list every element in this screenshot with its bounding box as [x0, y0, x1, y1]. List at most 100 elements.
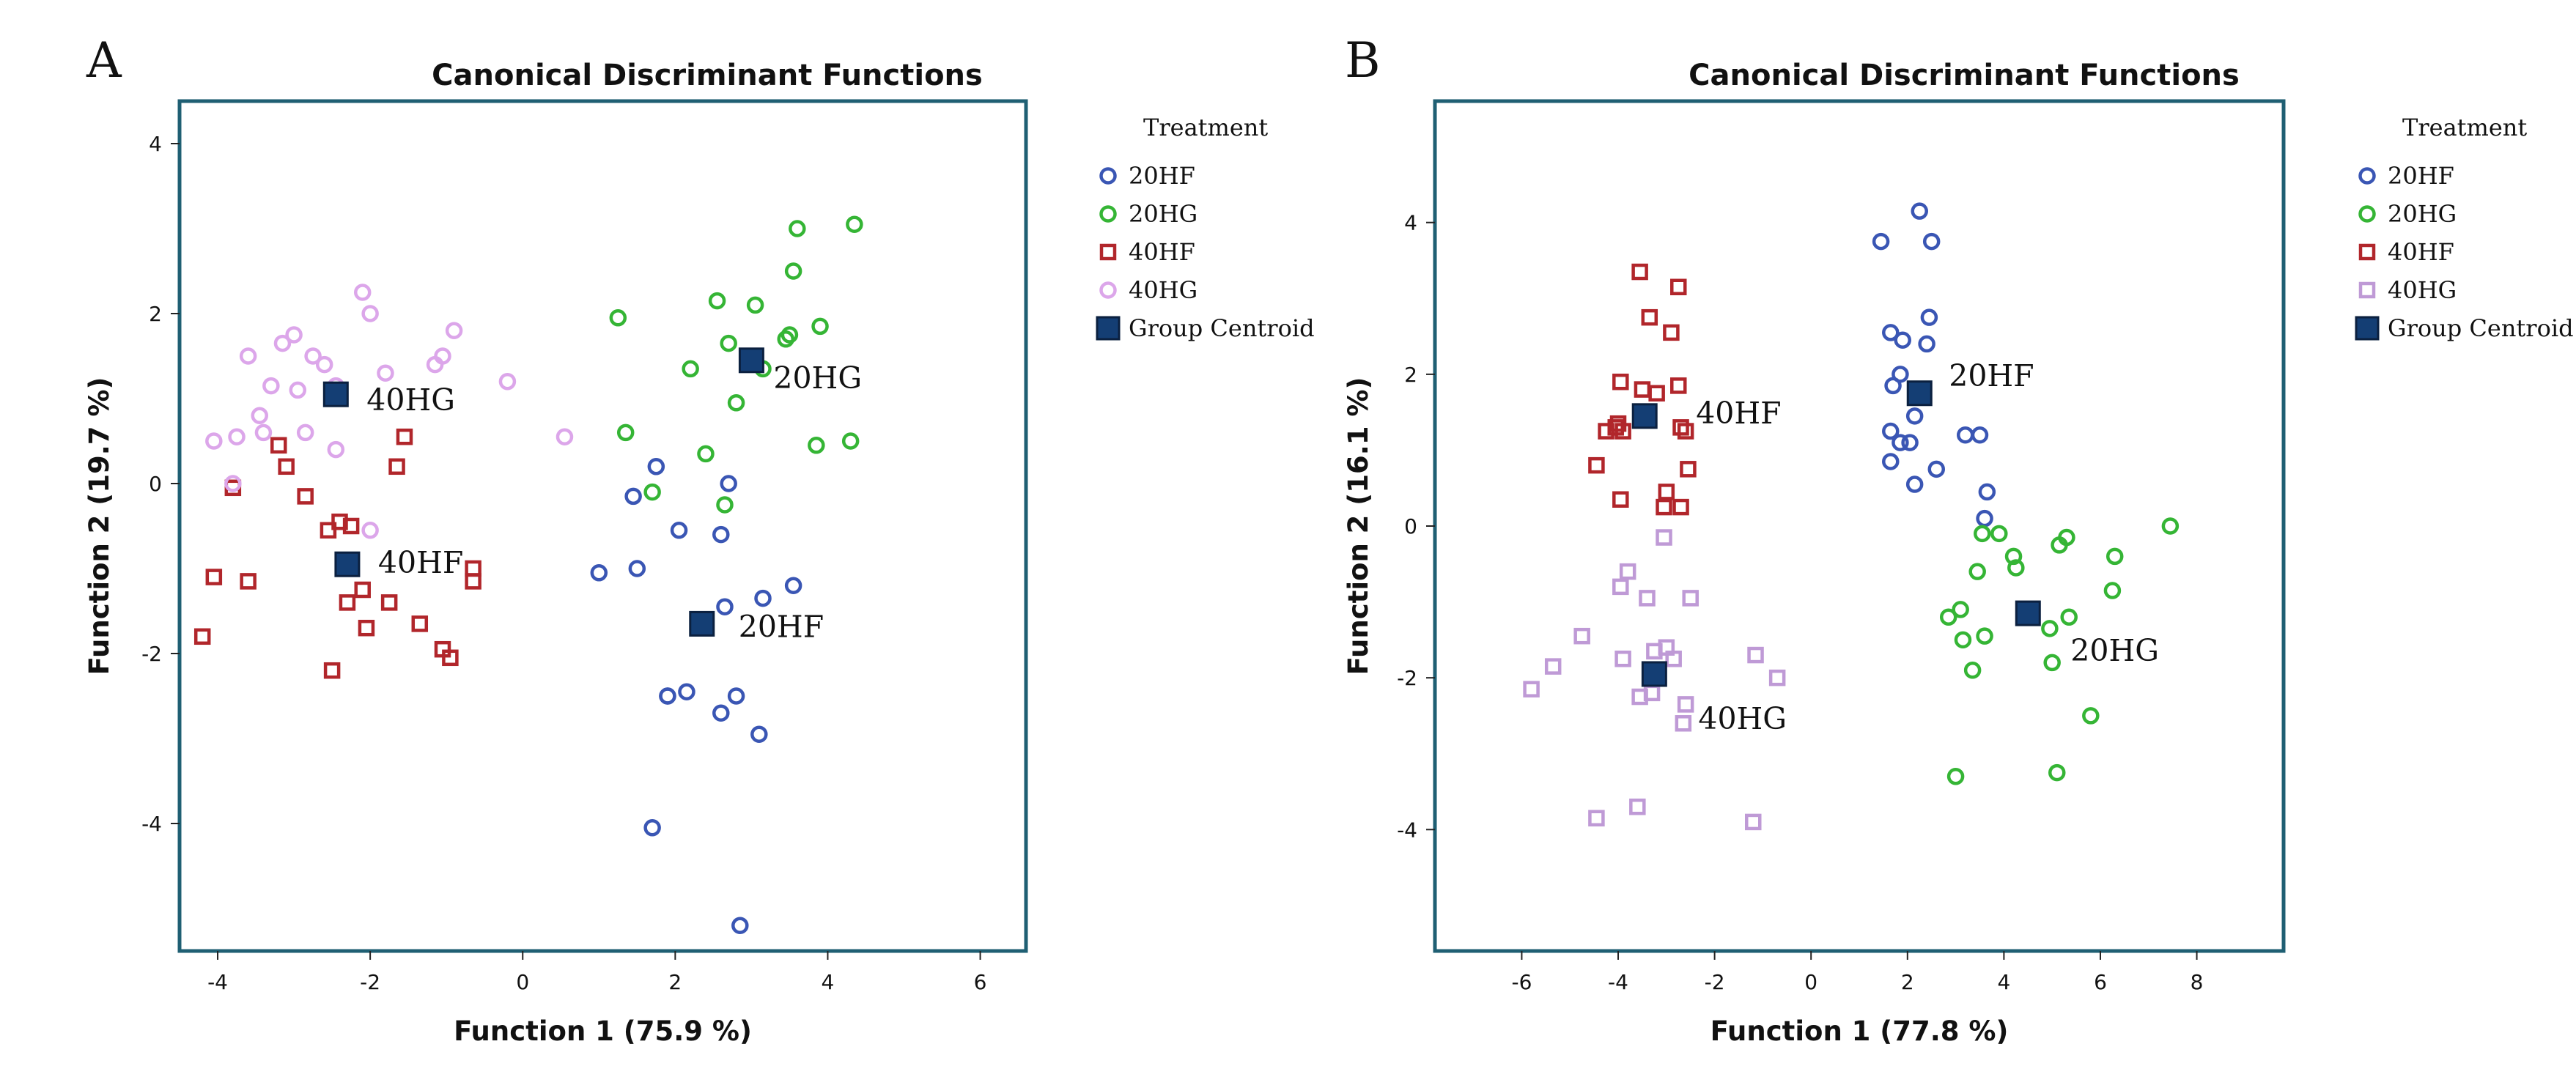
panel-b-centroid-label-20hg: 20HG	[2070, 633, 2159, 668]
panel-b-y-tick-label: -4	[1397, 818, 1417, 842]
panel-a-point-40hg	[304, 347, 322, 365]
panel-b-point-40hf	[1670, 377, 1687, 394]
panel-b-point-20hg	[1990, 525, 2008, 543]
panel-a-series-40hg	[205, 284, 574, 539]
panel-a-point-20hf	[720, 475, 737, 492]
panel-b-x-tick-label: -2	[1705, 970, 1725, 994]
panel-b-legend-title: Treatment	[2402, 114, 2527, 141]
panel-b-point-40hf	[1672, 498, 1689, 516]
panel-b-point-40hf	[1680, 461, 1697, 478]
panel-a-point-40hg	[273, 334, 292, 352]
panel-a-point-40hg	[205, 432, 223, 450]
panel-b-y-tick-label: 2	[1404, 363, 1417, 387]
panel-a-legend-marker-40hg	[1099, 281, 1117, 299]
panel-a-legend-label-40hg: 40HG	[1129, 276, 1197, 304]
panel-b-point-20hg	[1974, 525, 1991, 543]
panel-a-point-20hf	[678, 683, 695, 700]
panel-a-series-20hf	[590, 458, 802, 934]
panel-b-y-tick-label: 0	[1404, 514, 1417, 538]
panel-b-legend-marker-40hg	[2358, 281, 2376, 299]
panel-b-point-20hf	[1892, 434, 1909, 451]
panel-a-point-20hg	[697, 445, 715, 463]
panel-a-point-40hf	[442, 649, 459, 667]
panel-a-y-tick-label: 0	[149, 472, 162, 496]
panel-b-point-20hf	[1920, 308, 1938, 326]
panel-a-point-40hf	[358, 619, 375, 637]
panel-a-x-axis-label: Function 1 (75.9 %)	[454, 1015, 752, 1047]
panel-b-x-tick-label: 4	[1997, 970, 2010, 994]
panel-a-plot-frame	[177, 99, 1028, 953]
panel-b-plot-frame	[1433, 99, 2286, 953]
panel-a-point-40hf	[331, 513, 348, 530]
panel-a-letter: A	[86, 32, 122, 89]
panel-a-centroid-label-20hf: 20HF	[739, 609, 824, 644]
panel-b-point-40hf	[1656, 498, 1672, 516]
panel-a-point-20hg	[841, 432, 860, 450]
panel-a-point-20hf	[643, 819, 661, 837]
panel-a: A Canonical Discriminant Functions -4 -2 0 2 4…	[84, 32, 1315, 1047]
panel-b-x-tick-label: 0	[1804, 970, 1817, 994]
panel-b-point-40hg	[1745, 813, 1762, 831]
panel-b-point-20hf	[1882, 324, 1900, 341]
panel-b-point-40hg	[1629, 798, 1646, 815]
panel-a-point-40hg	[353, 284, 372, 301]
panel-b-point-40hg	[1675, 715, 1692, 732]
panel-a-point-20hf	[624, 487, 642, 506]
panel-a-point-40hg	[434, 347, 451, 365]
panel-b-point-20hg	[1952, 601, 1969, 618]
panel-a-centroid-40hf	[334, 551, 361, 577]
panel-b-legend-marker-40hf	[2358, 243, 2376, 261]
panel-a-point-20hf	[712, 525, 730, 544]
panel-b-point-20hf	[1882, 453, 1900, 470]
panel-a-point-40hg	[289, 381, 307, 399]
panel-a-legend-title: Treatment	[1143, 114, 1268, 141]
panel-b-point-40hf	[1634, 381, 1651, 398]
panel-b-point-40hg	[1544, 658, 1562, 675]
panel-b-point-20hg	[1968, 563, 1986, 580]
panel-b-point-40hg	[1614, 651, 1631, 667]
panel-b-title: Canonical Discriminant Functions	[1689, 59, 2240, 92]
panel-b-point-20hf	[1922, 232, 1941, 251]
panel-a-point-40hg	[285, 326, 303, 344]
panel-b-point-20hg	[1946, 768, 1965, 785]
panel-b-legend-label-40hf: 40HF	[2388, 238, 2454, 266]
panel-a-title: Canonical Discriminant Functions	[432, 59, 983, 92]
panel-b-legend-label-group-centroid: Group Centroid	[2388, 314, 2574, 342]
panel-a-point-20hg	[727, 394, 745, 412]
panel-a-point-20hg	[716, 496, 734, 514]
panel-a-point-40hg	[377, 364, 394, 382]
panel-a-point-20hf	[716, 598, 734, 615]
panel-b-point-40hf	[1588, 456, 1605, 474]
panel-b-point-40hg	[1639, 590, 1656, 607]
panel-b-series-40hg	[1523, 529, 1786, 831]
panel-a-y-tick-label: 4	[149, 132, 162, 156]
panel-b-point-20hf	[1918, 335, 1935, 353]
panel-a-point-20hg	[784, 262, 802, 280]
panel-b-x-tick-label: 6	[2094, 970, 2107, 994]
panel-a-x-tick-label: -2	[360, 970, 380, 994]
panel-b-centroid-20hf	[1906, 380, 1933, 407]
panel-a-y-axis-label: Function 2 (19.7 %)	[84, 377, 115, 676]
panel-a-legend: Treatment 20HF 20HG 40HF 40HG Group Centroid	[1096, 114, 1315, 342]
panel-b-x-tick-label: -6	[1511, 970, 1532, 994]
panel-a-point-40hg	[315, 355, 333, 374]
panel-b-legend: Treatment 20HF 20HG 40HF 40HG Group Centroid	[2355, 114, 2574, 342]
panel-b-y-axis-label: Function 2 (16.1 %)	[1343, 377, 1374, 676]
panel-b-point-20hf	[1894, 331, 1911, 349]
panel-a-point-20hf	[750, 725, 768, 743]
panel-a-point-20hf	[727, 687, 745, 705]
panel-b-point-40hf	[1612, 373, 1629, 391]
panel-a-legend-label-group-centroid: Group Centroid	[1129, 314, 1315, 342]
panel-b-legend-marker-20hf	[2358, 167, 2376, 185]
panel-a-point-40hg	[445, 322, 463, 339]
panel-b-y-tick-label: 4	[1404, 211, 1417, 235]
panel-b-point-20hg	[2041, 620, 2059, 637]
panel-a-point-20hg	[780, 326, 799, 344]
panel-a-point-20hg	[643, 483, 661, 501]
panel-b-point-20hg	[2106, 547, 2124, 566]
panel-a-point-20hf	[712, 704, 730, 722]
panel-b-legend-label-20hf: 20HF	[2388, 162, 2454, 190]
panel-a-point-40hf	[193, 628, 211, 645]
panel-b-legend-label-20hg: 20HG	[2388, 200, 2457, 228]
